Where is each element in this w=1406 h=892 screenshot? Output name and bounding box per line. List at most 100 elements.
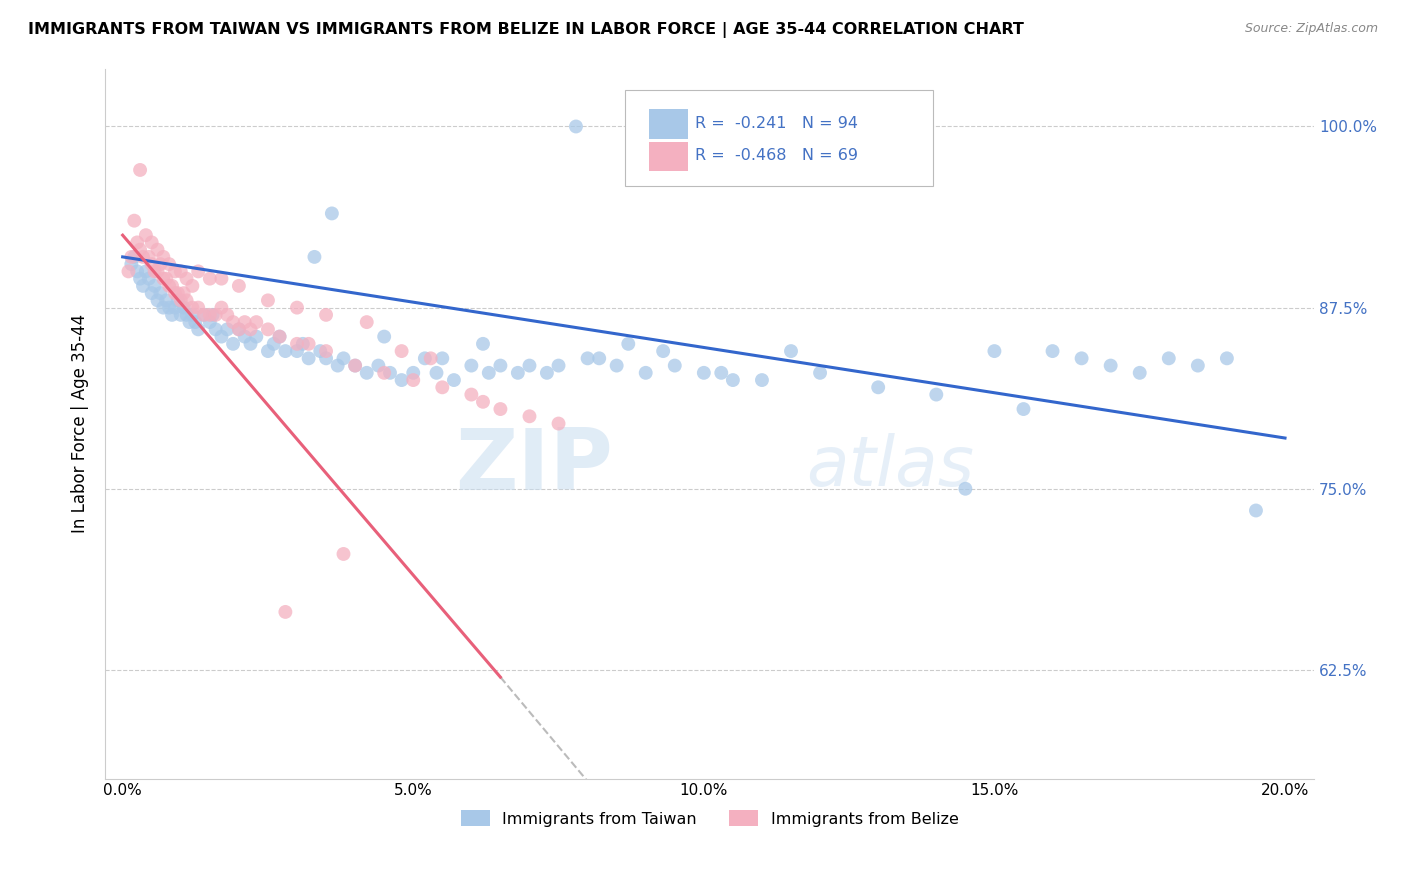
Point <box>228 322 250 336</box>
Point <box>170 293 193 308</box>
Point <box>955 482 977 496</box>
Point <box>163 286 186 301</box>
Point <box>163 301 186 315</box>
Point <box>419 351 441 366</box>
Point <box>233 329 256 343</box>
Point <box>257 322 280 336</box>
Point <box>120 257 142 271</box>
Point <box>373 329 395 343</box>
Point <box>193 308 215 322</box>
Text: IMMIGRANTS FROM TAIWAN VS IMMIGRANTS FROM BELIZE IN LABOR FORCE | AGE 35-44 CORR: IMMIGRANTS FROM TAIWAN VS IMMIGRANTS FRO… <box>28 22 1024 38</box>
Point <box>173 286 195 301</box>
Point <box>157 257 180 271</box>
Point <box>617 336 640 351</box>
Point <box>122 250 145 264</box>
Point <box>167 293 190 308</box>
Point <box>187 322 209 336</box>
Point <box>652 344 675 359</box>
Point <box>547 417 569 431</box>
Point <box>1012 402 1035 417</box>
Point <box>141 286 163 301</box>
Point <box>181 308 204 322</box>
Point <box>1129 366 1152 380</box>
Point <box>367 359 389 373</box>
Point <box>1216 351 1239 366</box>
Text: ZIP: ZIP <box>456 425 613 508</box>
Point <box>489 359 512 373</box>
Point <box>472 336 495 351</box>
Point <box>506 366 529 380</box>
Point <box>519 409 541 424</box>
Point <box>122 213 145 227</box>
Point <box>204 308 226 322</box>
Point <box>274 605 297 619</box>
Point <box>489 402 512 417</box>
Point <box>217 308 239 322</box>
Point <box>285 336 308 351</box>
Point <box>274 344 297 359</box>
Point <box>808 366 831 380</box>
Point <box>332 351 354 366</box>
Point <box>129 163 152 178</box>
Point <box>179 315 201 329</box>
Point <box>149 257 172 271</box>
Point <box>356 366 378 380</box>
Point <box>565 120 588 134</box>
Point <box>127 264 149 278</box>
Point <box>472 394 495 409</box>
Point <box>211 301 233 315</box>
Point <box>239 322 262 336</box>
Point <box>326 359 349 373</box>
Point <box>588 351 610 366</box>
Point <box>167 286 190 301</box>
Point <box>239 336 262 351</box>
Point <box>146 293 169 308</box>
Point <box>378 366 401 380</box>
Point <box>315 351 337 366</box>
Y-axis label: In Labor Force | Age 35-44: In Labor Force | Age 35-44 <box>72 314 89 533</box>
Point <box>127 235 149 250</box>
Point <box>576 351 599 366</box>
Point <box>245 315 267 329</box>
Point <box>298 351 321 366</box>
Point <box>201 308 224 322</box>
Point <box>129 243 152 257</box>
Point <box>344 359 367 373</box>
Point <box>157 301 180 315</box>
Point <box>135 228 157 243</box>
Point <box>925 387 948 401</box>
Point <box>198 308 221 322</box>
Point <box>152 301 174 315</box>
Legend: Immigrants from Taiwan, Immigrants from Belize: Immigrants from Taiwan, Immigrants from … <box>453 802 966 835</box>
Point <box>391 373 413 387</box>
Point <box>204 322 226 336</box>
Point <box>217 322 239 336</box>
Point <box>344 359 367 373</box>
Point <box>634 366 657 380</box>
Point <box>228 322 250 336</box>
Point <box>152 250 174 264</box>
Point <box>138 271 160 285</box>
FancyBboxPatch shape <box>650 109 688 139</box>
Point <box>143 264 166 278</box>
Text: R =  -0.241   N = 94: R = -0.241 N = 94 <box>695 116 858 131</box>
Point <box>184 315 207 329</box>
Point <box>170 308 193 322</box>
Point <box>132 278 155 293</box>
Point <box>138 250 160 264</box>
Point <box>257 293 280 308</box>
Point <box>211 329 233 343</box>
Point <box>135 264 157 278</box>
Point <box>780 344 803 359</box>
Point <box>170 264 193 278</box>
Point <box>211 271 233 285</box>
Point <box>157 278 180 293</box>
Point <box>129 271 152 285</box>
Point <box>332 547 354 561</box>
Point <box>176 293 198 308</box>
Point <box>402 373 425 387</box>
Text: atlas: atlas <box>807 433 974 500</box>
Point <box>432 380 454 394</box>
Point <box>152 271 174 285</box>
Point <box>721 373 744 387</box>
